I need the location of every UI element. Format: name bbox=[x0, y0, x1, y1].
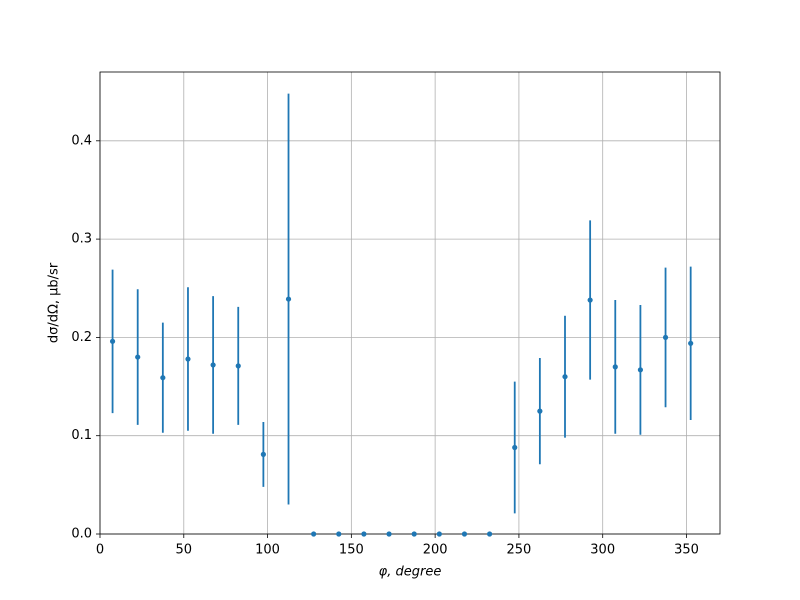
data-point bbox=[386, 531, 392, 537]
x-tick-label: 200 bbox=[423, 543, 448, 558]
data-point bbox=[311, 531, 317, 537]
data-point bbox=[160, 375, 166, 381]
y-tick-label: 0.3 bbox=[71, 232, 92, 247]
data-point bbox=[361, 531, 367, 537]
data-point bbox=[512, 444, 518, 451]
data-point bbox=[185, 356, 191, 362]
x-tick-label: 150 bbox=[339, 543, 364, 558]
data-point bbox=[688, 340, 694, 346]
y-axis-label: dσ/dΩ, μb/sr bbox=[47, 262, 62, 343]
y-tick-label: 0.2 bbox=[71, 330, 92, 345]
data-point bbox=[637, 367, 644, 373]
data-point bbox=[662, 334, 669, 341]
data-point bbox=[336, 531, 342, 537]
y-tick-label: 0.1 bbox=[71, 428, 92, 443]
data-point bbox=[210, 362, 216, 368]
x-tick-label: 350 bbox=[674, 543, 699, 558]
data-point bbox=[285, 296, 292, 302]
x-tick-label: 100 bbox=[255, 543, 280, 558]
data-point bbox=[109, 338, 116, 344]
x-tick-label: 0 bbox=[96, 543, 104, 558]
y-tick-label: 0.4 bbox=[71, 133, 92, 148]
data-point bbox=[260, 451, 266, 457]
x-axis-label: φ, degree bbox=[379, 565, 442, 580]
x-tick-label: 50 bbox=[176, 543, 193, 558]
data-point bbox=[135, 354, 141, 360]
data-point bbox=[436, 531, 442, 537]
x-tick-label: 300 bbox=[590, 543, 615, 558]
data-point bbox=[587, 297, 593, 303]
data-point bbox=[537, 408, 543, 414]
data-point bbox=[486, 531, 493, 537]
x-tick-label: 250 bbox=[507, 543, 532, 558]
data-point bbox=[562, 374, 568, 380]
y-tick-label: 0.0 bbox=[71, 527, 92, 542]
data-point bbox=[461, 531, 468, 537]
data-point bbox=[235, 363, 241, 369]
data-point bbox=[411, 531, 417, 537]
plot-frame bbox=[99, 71, 721, 535]
data-point bbox=[612, 364, 618, 370]
